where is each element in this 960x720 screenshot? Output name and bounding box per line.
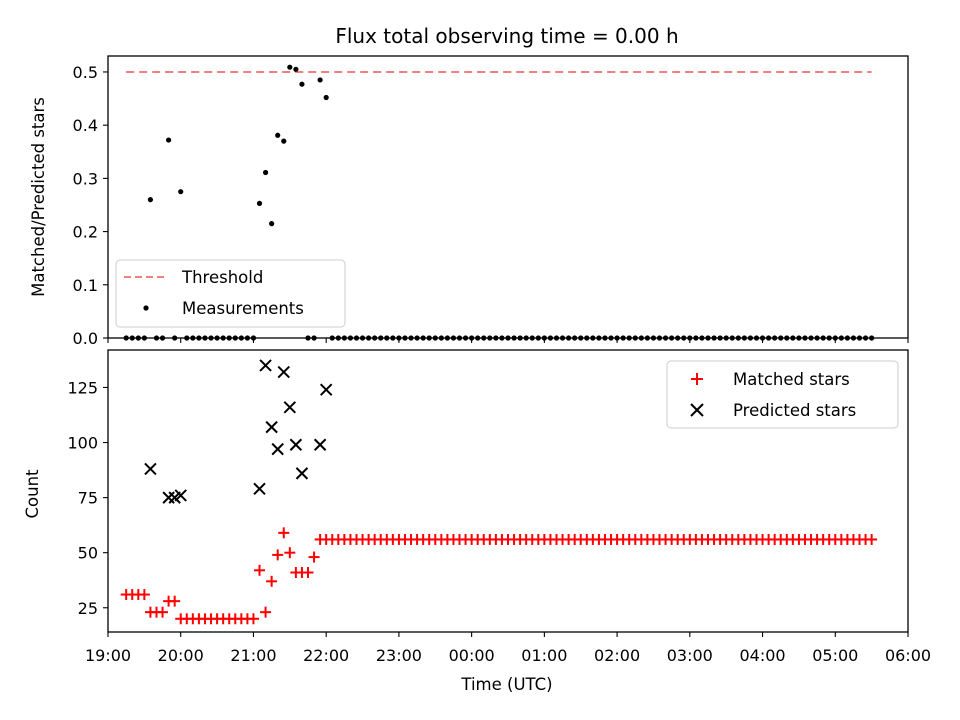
- measurement-point: [299, 81, 305, 87]
- top-y-tick-label: 0.4: [73, 116, 98, 135]
- bottom-axes: 25 50 75 100 125 19:00 20:00 21:00 22:00 23:00 00…: [23, 349, 931, 694]
- x-tick-label: 03:00: [667, 646, 713, 665]
- measurement-point: [178, 189, 184, 195]
- measurement-point: [317, 77, 323, 83]
- predicted-star-point: [265, 420, 278, 434]
- legend-matched-swatch: [691, 373, 703, 385]
- predicted-star-point: [319, 383, 333, 396]
- x-tick-label: 19:00: [85, 646, 131, 665]
- measurement-point: [275, 132, 281, 138]
- measurement-point: [293, 66, 299, 72]
- top-y-tick-label: 0.3: [73, 169, 98, 188]
- top-x-ticks: [107, 338, 909, 343]
- bottom-y-tick-label: 125: [67, 378, 98, 397]
- bottom-y-tick-label: 25: [78, 599, 98, 618]
- measurement-point: [281, 138, 287, 144]
- matched-star-point: [302, 567, 314, 579]
- legend-matched-label: Matched stars: [733, 370, 850, 389]
- legend-measurements-swatch: [143, 305, 149, 311]
- top-axes: 0.0 0.1 0.2 0.3 0.4 0.5 Matched/Predicted sta…: [29, 55, 909, 348]
- x-tick-label: 22:00: [303, 646, 349, 665]
- matched-star-point: [260, 606, 272, 618]
- measurement-point: [147, 197, 154, 203]
- legend-threshold-label: Threshold: [181, 268, 263, 287]
- bottom-y-axis-label: Count: [23, 469, 42, 519]
- matched-star-point: [284, 547, 296, 559]
- bottom-y-ticks: 25 50 75 100 125: [67, 378, 108, 618]
- legend-predicted-label: Predicted stars: [733, 401, 856, 420]
- bottom-x-axis-label: Time (UTC): [460, 675, 552, 694]
- measurement-point: [323, 94, 329, 101]
- x-tick-label: 23:00: [376, 646, 422, 665]
- predicted-star-point: [174, 489, 187, 502]
- measurement-point: [166, 137, 172, 143]
- matched-star-point: [866, 533, 878, 545]
- measurement-point: [262, 169, 269, 176]
- top-y-ticks: 0.0 0.1 0.2 0.3 0.4 0.5: [73, 63, 108, 348]
- matched-star-point: [278, 527, 290, 539]
- top-legend-box: [115, 259, 346, 328]
- matched-star-point: [272, 549, 284, 561]
- top-y-tick-label: 0.0: [73, 329, 98, 348]
- bottom-plot-marks: [120, 359, 878, 625]
- x-tick-label: 05:00: [812, 646, 858, 665]
- matched-star-point: [169, 595, 181, 607]
- predicted-star-point: [313, 438, 327, 451]
- legend-predicted-swatch: [690, 403, 704, 417]
- measurement-point: [256, 200, 263, 206]
- top-legend: Threshold Measurements: [115, 259, 346, 328]
- top-y-tick-label: 0.2: [73, 223, 98, 242]
- x-tick-label: 02:00: [594, 646, 640, 665]
- bottom-plot-frame: [107, 349, 909, 633]
- bottom-legend-box: [666, 360, 899, 429]
- matched-star-point: [247, 613, 259, 625]
- bottom-x-ticks: 19:00 20:00 21:00 22:00 23:00 00:00 01:00 02:00…: [85, 632, 931, 665]
- matched-star-point: [254, 564, 266, 576]
- x-tick-label: 06:00: [885, 646, 931, 665]
- predicted-star-point: [289, 438, 303, 451]
- legend-measurements-label: Measurements: [182, 299, 304, 318]
- matched-star-point: [138, 589, 150, 601]
- predicted-star-point: [283, 401, 297, 414]
- predicted-star-point: [253, 482, 266, 496]
- top-y-tick-label: 0.1: [73, 276, 98, 295]
- bottom-y-tick-label: 50: [78, 544, 98, 563]
- predicted-star-point: [144, 462, 157, 476]
- matched-star-point: [308, 551, 320, 563]
- predicted-star-point: [271, 442, 284, 456]
- chart-title: Flux total observing time = 0.00 h: [335, 24, 678, 48]
- x-tick-label: 20:00: [158, 646, 204, 665]
- x-tick-label: 04:00: [739, 646, 785, 665]
- predicted-star-point: [277, 365, 290, 379]
- matched-star-point: [157, 606, 169, 618]
- predicted-star-point: [259, 359, 272, 372]
- x-tick-label: 00:00: [449, 646, 495, 665]
- measurement-point: [287, 64, 293, 70]
- predicted-star-point: [295, 467, 309, 480]
- x-tick-label: 21:00: [230, 646, 276, 665]
- top-y-tick-label: 0.5: [73, 63, 98, 82]
- top-y-axis-label: Matched/Predicted stars: [29, 97, 48, 297]
- x-tick-label: 01:00: [521, 646, 567, 665]
- measurement-point: [269, 221, 275, 227]
- matched-star-point: [266, 575, 278, 587]
- top-plot-frame: [107, 55, 909, 339]
- bottom-legend: Matched stars Predicted stars: [666, 360, 899, 429]
- bottom-y-tick-label: 75: [78, 489, 98, 508]
- bottom-y-tick-label: 100: [67, 434, 98, 453]
